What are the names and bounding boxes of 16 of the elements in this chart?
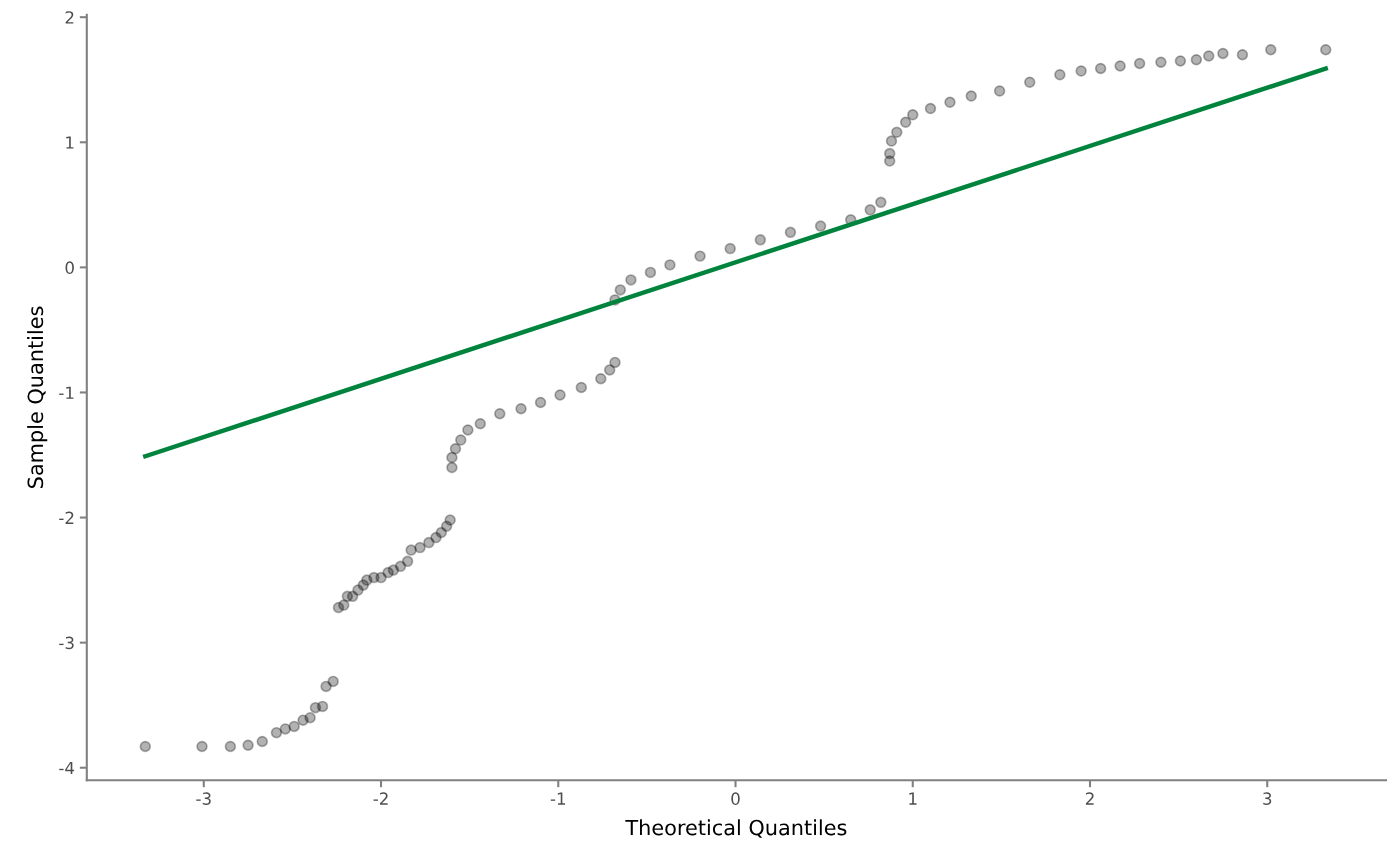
x-tick-label: 1: [909, 792, 917, 805]
x-tick-label: 2: [1085, 792, 1094, 805]
x-tick-label: -3: [196, 792, 211, 805]
y-tick-label: -3: [59, 636, 74, 650]
y-tick-label: 0: [65, 261, 74, 274]
y-tick-label: 1: [66, 136, 74, 149]
y-tick-label: -2: [59, 511, 74, 524]
y-axis-title: Sample Quantiles: [27, 306, 48, 488]
y-tick-label: -1: [59, 386, 74, 399]
x-tick-label: 0: [731, 792, 740, 805]
y-tick-label: 2: [65, 11, 74, 24]
y-tick-label: -4: [59, 761, 75, 775]
x-tick-label: -1: [550, 792, 566, 805]
x-tick-label: -2: [373, 792, 388, 805]
x-axis-title: Theoretical Quantiles: [625, 819, 847, 838]
x-tick-label: 3: [1263, 792, 1272, 805]
